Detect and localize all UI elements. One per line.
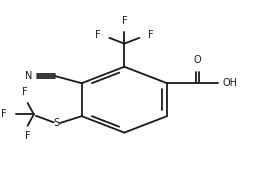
Text: N: N xyxy=(25,71,33,81)
Text: F: F xyxy=(121,16,127,26)
Text: S: S xyxy=(53,118,59,129)
Text: F: F xyxy=(24,131,30,142)
Text: F: F xyxy=(95,30,101,40)
Text: F: F xyxy=(1,109,7,119)
Text: OH: OH xyxy=(223,78,238,88)
Text: F: F xyxy=(22,87,27,97)
Text: O: O xyxy=(194,55,201,66)
Text: F: F xyxy=(148,30,153,40)
